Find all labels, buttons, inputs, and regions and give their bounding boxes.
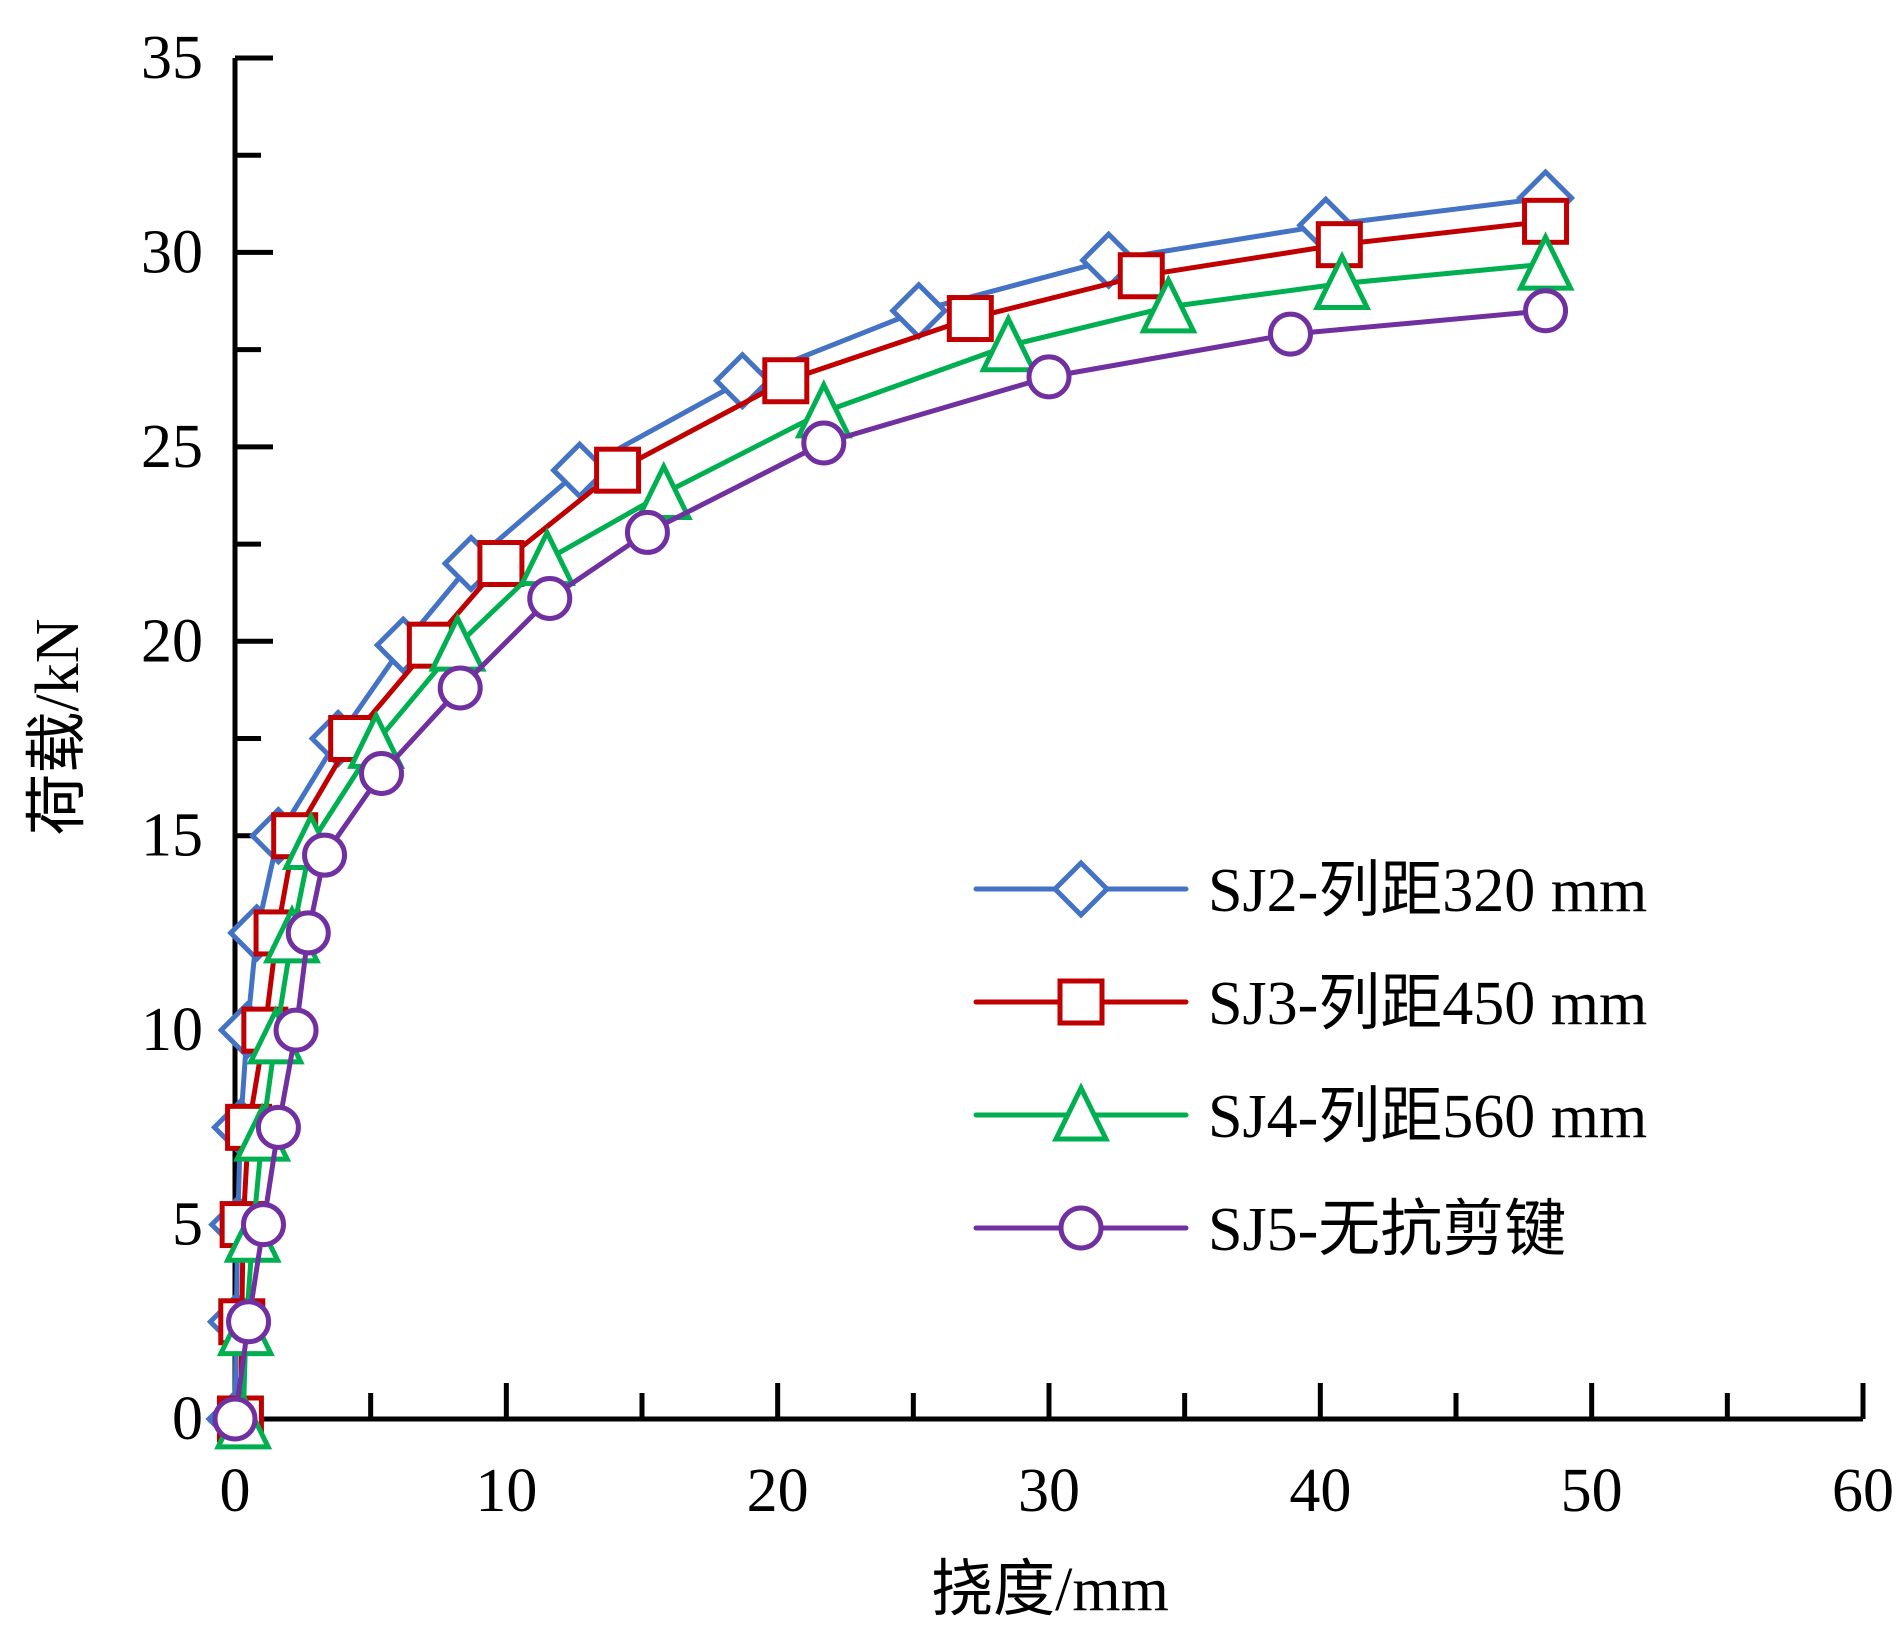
data-point-circle	[302, 832, 348, 878]
data-point-triangle	[1516, 231, 1575, 291]
x-tick-label: 60	[1832, 1457, 1894, 1525]
series-layer	[205, 168, 1576, 1450]
data-point-square	[1117, 252, 1165, 300]
data-point-diamond	[712, 351, 772, 411]
data-point-circle	[285, 910, 331, 956]
legend: SJ2-列距320 mm SJ3-列距450 mm SJ4-列距560 mm SJ5-…	[973, 857, 1647, 1264]
data-point-circle	[624, 509, 670, 555]
x-tick-label: 10	[475, 1457, 537, 1525]
legend-item: SJ5-无抗剪键	[973, 1196, 1566, 1264]
data-point-square	[477, 540, 525, 588]
data-point-circle	[273, 1007, 319, 1053]
data-point-triangle	[979, 313, 1038, 373]
data-point-circle	[240, 1202, 286, 1248]
x-ticks: 0 10 20 30 40 50 60	[220, 1383, 1894, 1525]
data-point-square	[594, 446, 642, 494]
y-ticks: 0 5 10 15 20 25 30 35	[141, 24, 273, 1453]
legend-marker-circle	[1058, 1205, 1104, 1251]
y-tick-label: 35	[141, 24, 203, 92]
axes: 0 5 10 15 20 25 30 35 0 10 20 30 40 50 60	[141, 24, 1894, 1525]
data-point-circle	[527, 576, 573, 622]
y-tick-label: 20	[141, 607, 203, 675]
legend-item: SJ4-列距560 mm	[973, 1082, 1647, 1151]
data-point-circle	[801, 420, 847, 466]
data-point-circle	[359, 750, 405, 796]
data-point-circle	[437, 665, 483, 711]
series-5	[212, 288, 1569, 1442]
x-tick-label: 20	[747, 1457, 809, 1525]
data-point-circle	[1523, 288, 1569, 334]
data-point-square	[762, 357, 810, 405]
series-4	[214, 231, 1575, 1450]
y-tick-label: 30	[141, 218, 203, 286]
data-point-square	[946, 295, 994, 343]
y-tick-label: 15	[141, 802, 203, 870]
legend-label: SJ2-列距320 mm	[1208, 857, 1647, 925]
x-tick-label: 30	[1018, 1457, 1080, 1525]
y-axis-title: 荷载/kN	[24, 618, 92, 835]
legend-item: SJ2-列距320 mm	[973, 857, 1647, 925]
data-point-triangle	[634, 460, 693, 521]
legend-marker-square	[1057, 978, 1105, 1026]
data-point-triangle	[1313, 250, 1372, 311]
data-point-circle	[226, 1299, 272, 1345]
series-line	[232, 195, 1546, 1420]
x-tick-label: 40	[1289, 1457, 1351, 1525]
legend-marker-diamond	[1051, 859, 1111, 919]
series-line	[240, 261, 1546, 1423]
y-tick-label: 5	[172, 1191, 203, 1259]
x-axis-title: 挠度/mm	[931, 1556, 1169, 1624]
data-point-triangle	[1139, 274, 1198, 334]
legend-label: SJ3-列距450 mm	[1208, 970, 1647, 1038]
data-point-circle	[212, 1396, 258, 1442]
data-point-circle	[255, 1104, 301, 1150]
legend-label: SJ5-无抗剪键	[1208, 1196, 1566, 1264]
legend-item: SJ3-列距450 mm	[973, 970, 1647, 1038]
legend-marker-triangle	[1051, 1082, 1111, 1142]
data-point-circle	[1267, 311, 1313, 357]
legend-label: SJ4-列距560 mm	[1208, 1083, 1647, 1151]
x-tick-label: 50	[1561, 1457, 1623, 1525]
data-point-circle	[1026, 354, 1072, 400]
x-tick-label: 0	[220, 1457, 251, 1525]
y-tick-label: 25	[141, 413, 203, 481]
series-line	[237, 218, 1546, 1420]
y-tick-label: 10	[141, 996, 203, 1064]
y-tick-label: 0	[172, 1385, 203, 1453]
